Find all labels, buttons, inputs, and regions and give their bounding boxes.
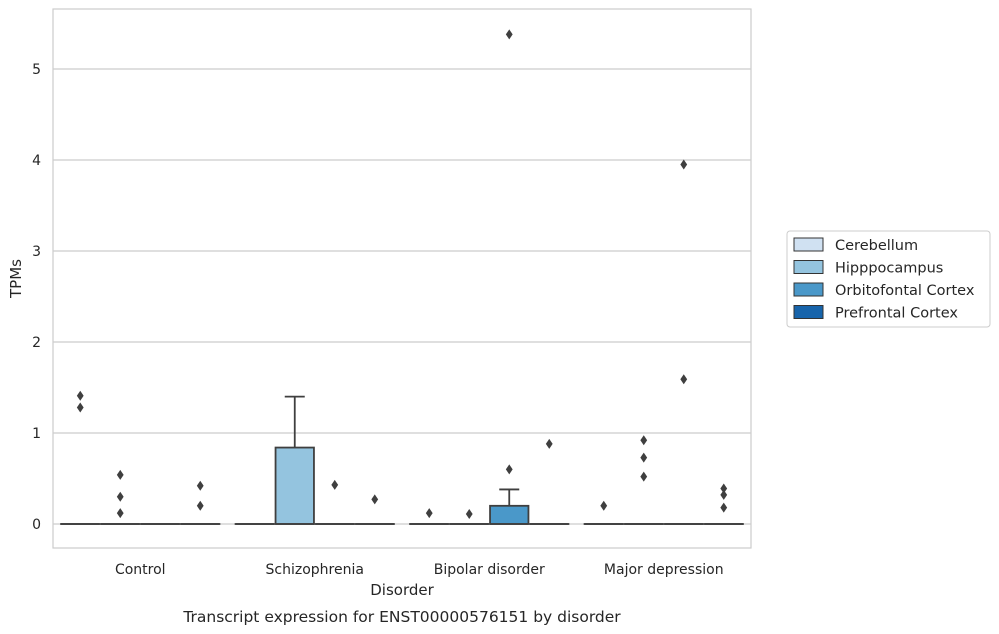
y-tick-label: 2 xyxy=(32,335,41,351)
outlier-point xyxy=(505,29,513,40)
box-group xyxy=(663,159,704,525)
x-tick-label: Major depression xyxy=(604,562,724,578)
x-tick-labels: Control Schizophrenia Bipolar disorder Majo… xyxy=(115,562,724,578)
box-group xyxy=(449,508,490,525)
outlier-point xyxy=(640,452,648,463)
box-group xyxy=(409,508,450,525)
box-group xyxy=(489,29,530,525)
outlier-point xyxy=(640,435,648,446)
box-group xyxy=(100,469,141,525)
legend-swatch xyxy=(793,237,824,252)
legend-swatch xyxy=(793,305,824,319)
x-tick-label: Schizophrenia xyxy=(266,562,364,578)
chart-caption: Transcript expression for ENST0000057615… xyxy=(182,608,621,626)
outlier-point xyxy=(196,500,204,511)
outlier-point xyxy=(76,390,84,401)
outlier-point xyxy=(196,480,204,491)
box-group xyxy=(180,480,221,525)
y-tick-label: 0 xyxy=(32,517,41,533)
box xyxy=(489,504,530,525)
outlier-point xyxy=(720,483,728,494)
outlier-point xyxy=(720,502,728,513)
outlier-point xyxy=(600,500,608,511)
y-axis-label: TPMs xyxy=(7,259,25,299)
outlier-point xyxy=(116,491,124,502)
outlier-point xyxy=(505,464,513,475)
box-group xyxy=(314,479,355,525)
legend-swatch xyxy=(793,282,824,297)
legend-label: Orbitofontal Cortex xyxy=(835,283,975,299)
outlier-point xyxy=(371,494,379,505)
y-tick-label: 1 xyxy=(32,426,41,442)
box-group xyxy=(274,395,315,525)
grid-lines xyxy=(53,68,751,525)
box xyxy=(274,446,315,525)
box-group xyxy=(60,390,101,525)
outlier-point xyxy=(640,471,648,482)
outlier-point xyxy=(680,159,688,170)
legend-label: Prefrontal Cortex xyxy=(835,306,958,322)
box-group xyxy=(703,483,744,525)
outlier-point xyxy=(425,508,433,519)
outlier-point xyxy=(545,438,553,449)
plot-area-frame xyxy=(52,8,752,549)
y-tick-label: 3 xyxy=(32,244,41,260)
x-axis-label: Disorder xyxy=(370,581,434,599)
y-tick-label: 4 xyxy=(32,153,41,169)
legend-label: Cerebellum xyxy=(835,238,918,254)
box-group xyxy=(529,438,570,525)
legend: Cerebellum Hipppocampus Orbitofontal Corte… xyxy=(786,230,991,328)
box-group xyxy=(623,435,664,525)
outlier-point xyxy=(680,374,688,385)
outlier-point xyxy=(331,479,339,490)
box-group xyxy=(354,494,395,525)
box-plot-marks xyxy=(60,29,744,525)
x-tick-label: Control xyxy=(115,562,166,578)
y-tick-label: 5 xyxy=(32,62,41,78)
legend-swatch xyxy=(793,260,824,274)
y-tick-labels: 0 1 2 3 4 5 xyxy=(32,62,41,533)
outlier-point xyxy=(465,508,473,519)
outlier-point xyxy=(116,469,124,480)
outlier-point xyxy=(720,489,728,500)
box-group xyxy=(583,500,624,525)
outlier-point xyxy=(116,508,124,519)
legend-frame xyxy=(786,230,991,328)
outlier-point xyxy=(76,402,84,413)
x-tick-label: Bipolar disorder xyxy=(434,562,545,578)
legend-label: Hipppocampus xyxy=(835,261,943,277)
